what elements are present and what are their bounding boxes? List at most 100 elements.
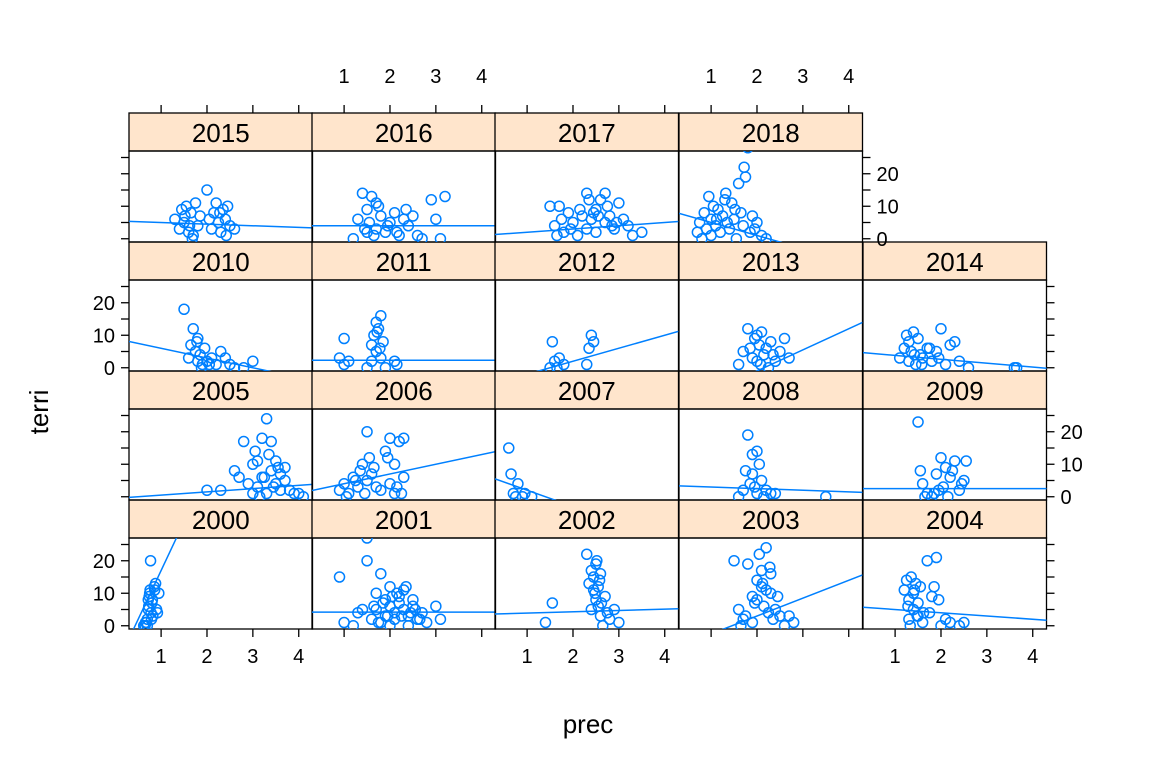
y-axis-right: 0 10 20 [862, 156, 899, 251]
data-point [191, 336, 203, 348]
data-point [539, 616, 552, 629]
panel-frame-2002 [494, 537, 680, 630]
data-point [955, 478, 968, 490]
data-point [587, 336, 600, 348]
regression-line-2002 [495, 608, 679, 615]
data-point [765, 336, 777, 348]
panel-frame-2013 [678, 279, 864, 372]
data-point [587, 207, 600, 219]
data-point [555, 213, 568, 225]
panel-2010: 2010 [128, 241, 314, 372]
data-point [297, 491, 310, 500]
data-point [210, 197, 222, 209]
data-point [567, 216, 579, 229]
data-point [737, 484, 749, 496]
data-point [374, 342, 386, 354]
data-point [767, 349, 779, 361]
data-point [274, 484, 287, 496]
x-axis-bottom: 1 2 3 4 [890, 629, 1038, 668]
x-axis-bottom [710, 629, 850, 637]
panel-frame-2000 [128, 537, 314, 630]
data-point [585, 329, 598, 341]
y-axis-left [121, 156, 129, 240]
data-point [381, 452, 394, 464]
data-point [342, 487, 355, 500]
panel-data-2004 [863, 551, 1047, 629]
panel-frame-2011 [311, 279, 497, 372]
data-point [962, 362, 975, 371]
strip-2003 [678, 499, 864, 539]
data-point [407, 600, 419, 612]
data-point [516, 491, 529, 500]
panel-data-2001 [312, 538, 496, 629]
data-point [228, 362, 241, 371]
regression-line-2000 [132, 538, 178, 629]
data-point [737, 345, 749, 358]
data-point [407, 594, 419, 606]
data-point [589, 587, 601, 599]
data-point [923, 342, 936, 354]
strip-2004 [862, 499, 1048, 539]
strip-label-2018: 2018 [742, 118, 800, 148]
data-point [636, 226, 648, 238]
strip-2016 [311, 112, 497, 152]
x-tick-label: 3 [247, 646, 258, 668]
y-tick-label: 10 [877, 196, 899, 218]
data-point [608, 223, 621, 235]
data-point [214, 207, 226, 219]
data-point [958, 474, 970, 487]
data-point [153, 587, 165, 599]
panel-2011: 2011 [311, 241, 497, 372]
data-point [703, 190, 715, 203]
panel-data-2005 [129, 413, 313, 500]
data-point [370, 603, 382, 616]
x-axis-bottom: 1 2 3 4 [522, 629, 670, 668]
regression-line-2012 [535, 330, 679, 371]
data-point [735, 620, 747, 629]
data-point [599, 187, 611, 199]
data-point [189, 197, 202, 209]
data-point [391, 226, 403, 238]
data-point [546, 336, 559, 348]
data-point [372, 200, 385, 212]
panel-2003: 2003 [678, 499, 864, 630]
data-point [395, 487, 408, 500]
x-axis-label: prec [563, 709, 614, 739]
y-tick-label: 20 [1061, 422, 1083, 444]
data-point [388, 207, 401, 219]
data-point [902, 600, 914, 612]
data-point [585, 213, 598, 225]
data-point [198, 342, 211, 354]
data-point [375, 210, 387, 222]
data-point [729, 203, 741, 216]
panel-data-2010 [129, 303, 272, 371]
data-point [594, 568, 607, 580]
data-point [183, 220, 196, 232]
data-point [388, 355, 401, 367]
data-point [400, 203, 412, 216]
data-point [760, 542, 772, 554]
data-point [942, 491, 954, 500]
data-point [912, 416, 924, 428]
x-axis-top [160, 105, 300, 113]
y-tick-label: 0 [877, 229, 888, 251]
strip-2007 [494, 370, 680, 410]
x-tick-label: 3 [430, 66, 441, 88]
data-point [409, 603, 421, 616]
data-point [201, 184, 213, 196]
data-point [430, 213, 442, 225]
x-tick-label: 4 [476, 66, 487, 88]
data-point [755, 326, 768, 338]
data-point [233, 471, 245, 483]
strip-label-2010: 2010 [192, 247, 250, 277]
panel-data-2016 [312, 187, 496, 242]
y-axis-right: 0 10 20 [1046, 414, 1083, 509]
strip-label-2014: 2014 [926, 247, 984, 277]
data-point [249, 445, 261, 457]
data-point [613, 616, 625, 629]
strip-label-2016: 2016 [375, 118, 433, 148]
panel-frame-2014 [862, 279, 1048, 372]
x-axis-bottom: 1 2 3 4 [156, 629, 304, 668]
y-axis-left: 0 10 20 [93, 543, 129, 638]
data-point [764, 561, 776, 573]
